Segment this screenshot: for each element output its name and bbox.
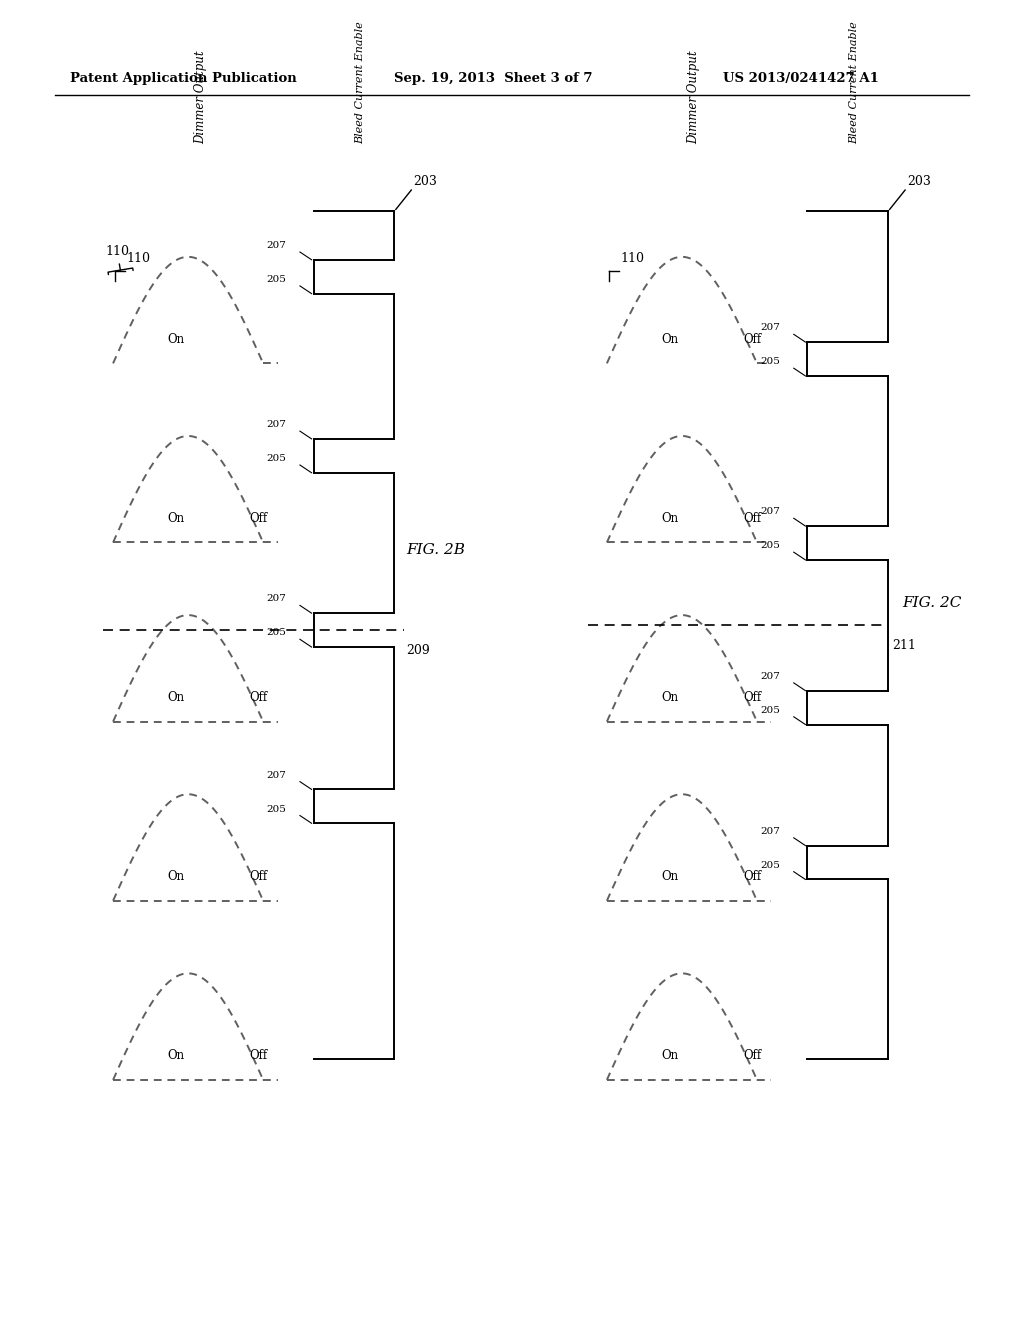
Text: Bleed Current Enable: Bleed Current Enable [355,21,365,144]
Text: On: On [662,1049,678,1063]
Text: 205: 205 [266,628,287,638]
Text: 110: 110 [621,252,644,265]
Text: 205: 205 [761,358,780,366]
Text: Off: Off [249,512,267,525]
Text: On: On [662,333,678,346]
Text: Dimmer Output: Dimmer Output [194,50,207,144]
Text: 207: 207 [761,826,780,836]
Text: 207: 207 [761,507,780,516]
Text: 205: 205 [266,805,287,813]
Text: On: On [168,333,184,346]
Text: 205: 205 [761,541,780,550]
Text: Off: Off [249,870,267,883]
Text: 205: 205 [266,454,287,463]
Text: 209: 209 [407,644,430,656]
Text: Off: Off [743,333,761,346]
Text: Sep. 19, 2013  Sheet 3 of 7: Sep. 19, 2013 Sheet 3 of 7 [394,73,592,86]
Text: 205: 205 [761,706,780,715]
Text: 205: 205 [761,861,780,870]
Text: Off: Off [743,870,761,883]
Text: Off: Off [743,512,761,525]
Text: 211: 211 [893,639,916,652]
Text: 207: 207 [761,323,780,333]
Text: 110: 110 [105,246,133,275]
Text: Dimmer Output: Dimmer Output [687,50,700,144]
Text: FIG. 2C: FIG. 2C [902,597,962,610]
Text: 207: 207 [761,672,780,681]
Text: On: On [662,870,678,883]
Text: 207: 207 [266,420,287,429]
Text: 203: 203 [907,176,931,189]
Text: Off: Off [249,1049,267,1063]
Text: 203: 203 [414,176,437,189]
Text: 207: 207 [266,242,287,249]
Text: Patent Application Publication: Patent Application Publication [70,73,296,86]
Text: Off: Off [249,692,267,704]
Text: On: On [168,512,184,525]
Text: On: On [168,692,184,704]
Text: On: On [168,1049,184,1063]
Text: Bleed Current Enable: Bleed Current Enable [849,21,859,144]
Text: FIG. 2B: FIG. 2B [407,544,466,557]
Text: Off: Off [743,1049,761,1063]
Text: On: On [662,692,678,704]
Text: 110: 110 [127,252,151,265]
Text: 207: 207 [266,771,287,780]
Text: Off: Off [743,692,761,704]
Text: 207: 207 [266,594,287,603]
Text: On: On [662,512,678,525]
Text: On: On [168,870,184,883]
Text: US 2013/0241427 A1: US 2013/0241427 A1 [723,73,879,86]
Text: 205: 205 [266,275,287,284]
